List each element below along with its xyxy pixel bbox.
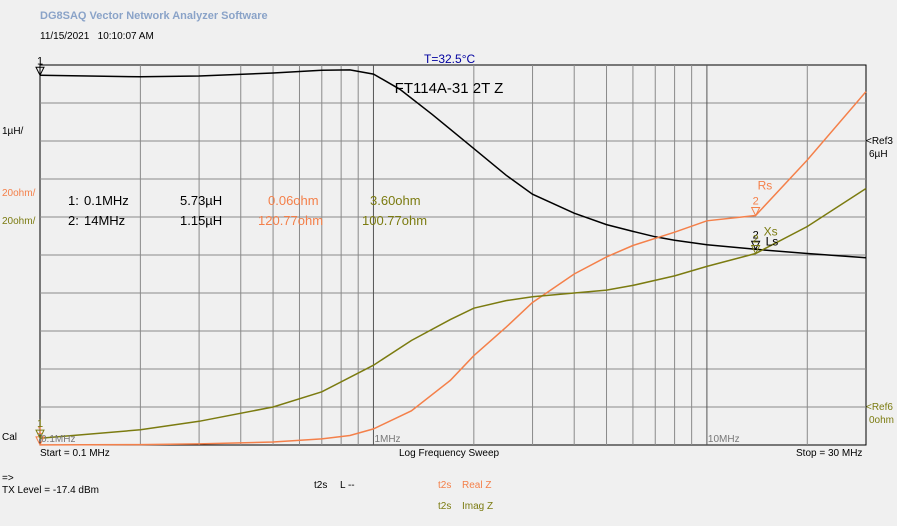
ref3-label: <Ref3 bbox=[866, 136, 893, 147]
status-arrow: => bbox=[2, 473, 14, 484]
marker-2-number: 2 bbox=[753, 229, 759, 241]
start-frequency: Start = 0.1 MHz bbox=[40, 448, 110, 459]
chart-title: FT114A-31 2T Z bbox=[395, 80, 504, 97]
trace-labels: Ls Rs Xs bbox=[758, 179, 779, 249]
legend-name-real: Real Z bbox=[462, 480, 492, 491]
temperature-readout: T=32.5°C bbox=[424, 52, 476, 66]
x-tick-labels: 0.1MHz 1MHz 10MHz bbox=[41, 434, 740, 445]
date-text: 11/15/2021 bbox=[40, 31, 90, 42]
timestamp: 11/15/2021 10:10:07 AM bbox=[40, 31, 154, 42]
series-line-ls bbox=[39, 69, 867, 259]
grid bbox=[40, 65, 866, 445]
trace-label-rs: Rs bbox=[758, 179, 773, 193]
x-tick-label: 10MHz bbox=[708, 434, 740, 445]
marker-1-triangle bbox=[35, 436, 45, 447]
trace-label-ls: Ls bbox=[766, 234, 779, 248]
marker-1-number: 1 bbox=[37, 425, 43, 437]
marker-2-imag: 100.77ohm bbox=[362, 213, 428, 228]
series-line-rs bbox=[39, 91, 867, 446]
marker-1-imag: 3.60ohm bbox=[370, 193, 421, 208]
legend-port-l: t2s bbox=[314, 480, 328, 491]
marker-1-triangle bbox=[35, 429, 45, 440]
cal-label: Cal bbox=[2, 432, 18, 443]
marker-1-freq: 0.1MHz bbox=[84, 193, 129, 208]
series-line-xs bbox=[39, 187, 867, 439]
ls-scale-label: 1µH/ bbox=[2, 126, 24, 137]
marker-symbols: 1 2 1 2 1 2 bbox=[35, 55, 761, 447]
marker-2-ls: 1.15µH bbox=[180, 213, 223, 228]
stop-frequency: Stop = 30 MHz bbox=[796, 448, 863, 459]
ref6-label: <Ref6 bbox=[866, 402, 893, 413]
traces bbox=[39, 69, 867, 446]
marker-2-number: 2 bbox=[753, 234, 759, 246]
time-text: 10:10:07 AM bbox=[97, 31, 154, 42]
marker-1-real: 0.06ohm bbox=[268, 193, 319, 208]
marker-1-number: 1 bbox=[37, 55, 43, 67]
real-scale-label: 20ohm/ bbox=[2, 188, 36, 199]
marker-2-id: 2: bbox=[68, 213, 79, 228]
legend-name-l: L -- bbox=[340, 480, 355, 491]
marker-2-freq: 14MHz bbox=[84, 213, 126, 228]
legend-port-imag: t2s bbox=[438, 501, 452, 512]
marker-2-triangle bbox=[750, 245, 761, 255]
marker-2-real: 120.77ohm bbox=[258, 213, 324, 228]
x-tick-label: 0.1MHz bbox=[41, 434, 75, 445]
marker-1-number: 1 bbox=[37, 418, 43, 430]
app-title: DG8SAQ Vector Network Analyzer Software bbox=[40, 10, 268, 22]
ref3-value: 6µH bbox=[869, 149, 888, 160]
trace-label-xs: Xs bbox=[764, 225, 778, 239]
tx-level: TX Level = -17.4 dBm bbox=[2, 485, 99, 496]
marker-1-ls: 5.73µH bbox=[180, 193, 223, 208]
legend-name-imag: Imag Z bbox=[462, 501, 494, 512]
marker-2-number: 2 bbox=[753, 196, 759, 208]
marker-1-triangle bbox=[35, 66, 45, 77]
sweep-mode: Log Frequency Sweep bbox=[399, 448, 500, 459]
x-tick-label: 1MHz bbox=[374, 434, 400, 445]
marker-1-id: 1: bbox=[68, 193, 79, 208]
imag-scale-label: 20ohm/ bbox=[2, 216, 36, 227]
legend-port-real: t2s bbox=[438, 480, 452, 491]
ref6-value: 0ohm bbox=[869, 415, 895, 426]
marker-2-triangle bbox=[750, 207, 761, 217]
